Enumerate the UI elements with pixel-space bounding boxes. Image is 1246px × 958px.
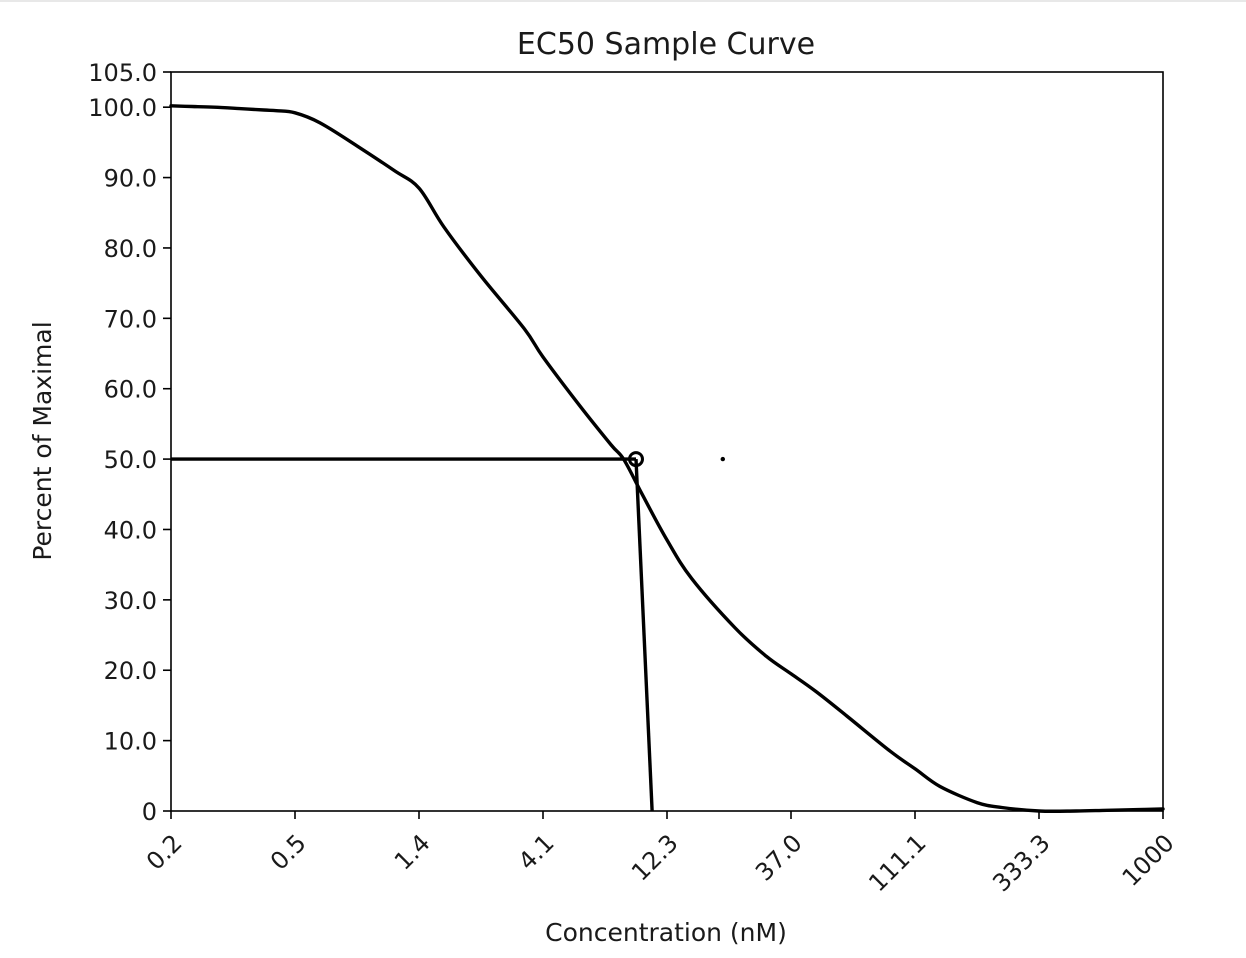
x-tick-label: 333.3 [987,829,1055,897]
y-tick-label: 60.0 [104,376,157,404]
dose-response-curve [169,104,1165,813]
y-tick-label: 20.0 [104,657,157,685]
y-tick-label: 100.0 [88,94,157,122]
ec50-marker [628,451,644,468]
stray-data-point [720,456,725,462]
x-tick-label: 4.1 [513,829,560,876]
y-axis: 0 10.0 20.0 30.0 40.0 50.0 60.0 70.0 80.0 90.0 100… [88,59,171,826]
x-axis-label: Concentration (nM) [545,918,787,947]
y-tick-label: 30.0 [104,587,157,615]
y-tick-label: 40.0 [104,516,157,544]
x-tick-label: 12.3 [626,829,684,887]
y-tick-label: 10.0 [104,728,157,756]
plot-frame [170,71,1164,812]
y-axis-label: Percent of Maximal [28,321,57,560]
x-tick-label: 0.5 [265,829,312,876]
x-tick-label: 1000 [1117,829,1180,892]
top-border [0,0,1246,2]
y-tick-label: 90.0 [104,165,157,193]
y-tick-label: 105.0 [88,59,157,87]
x-tick-label: 0.2 [141,829,188,876]
y-tick-label: 80.0 [104,235,157,263]
ec50-vertical-line [634,459,654,812]
x-tick-label: 1.4 [389,829,436,876]
chart-title: EC50 Sample Curve [517,27,815,62]
x-tick-label: 37.0 [750,829,808,887]
x-tick-label: 111.1 [863,829,931,897]
x-axis: 0.2 0.5 1.4 4.1 12.3 37.0 111.1 333.3 1000 [141,811,1180,897]
y-tick-label: 70.0 [104,305,157,333]
y-tick-label: 50.0 [104,446,157,474]
y-tick-label: 0 [142,798,157,826]
